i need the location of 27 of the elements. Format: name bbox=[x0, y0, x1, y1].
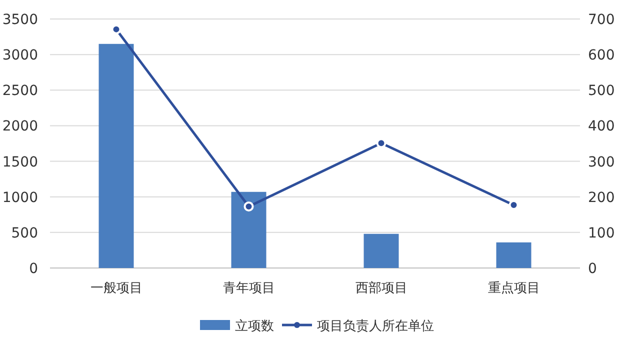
y-tick-label: 500 bbox=[11, 225, 38, 242]
bar bbox=[231, 192, 266, 268]
bar bbox=[98, 44, 134, 268]
y-tick-label: 2000 bbox=[2, 118, 38, 135]
y2-tick-label: 200 bbox=[588, 190, 615, 206]
point bbox=[244, 201, 254, 212]
legend-label: 项目负责人所在单位 bbox=[317, 319, 434, 334]
x-tick-label: 青年项目 bbox=[222, 281, 275, 296]
x-tick-label: 重点项目 bbox=[488, 281, 540, 296]
y-tick-label: 0 bbox=[29, 261, 38, 277]
y-tick-label: 2500 bbox=[2, 83, 38, 100]
y2-tick-label: 300 bbox=[588, 154, 615, 170]
y-tick-label: 1000 bbox=[2, 190, 38, 206]
y2-tick-label: 700 bbox=[588, 12, 615, 28]
y2-tick-label: 600 bbox=[588, 48, 615, 64]
x-tick-label: 一般项目 bbox=[90, 281, 142, 296]
y2-tick-label: 0 bbox=[588, 261, 597, 277]
x-tick-label: 西部项目 bbox=[355, 281, 408, 296]
bar bbox=[364, 234, 399, 268]
y-tick-label: 3500 bbox=[2, 12, 38, 28]
y-tick-label: 3000 bbox=[2, 48, 38, 64]
y2-tick-label: 500 bbox=[588, 83, 615, 100]
bar bbox=[496, 242, 532, 268]
y2-tick-label: 400 bbox=[588, 118, 615, 135]
y-tick-label: 1500 bbox=[2, 154, 38, 170]
legend-label: 立项数 bbox=[235, 318, 274, 334]
y2-tick-label: 100 bbox=[588, 225, 615, 242]
